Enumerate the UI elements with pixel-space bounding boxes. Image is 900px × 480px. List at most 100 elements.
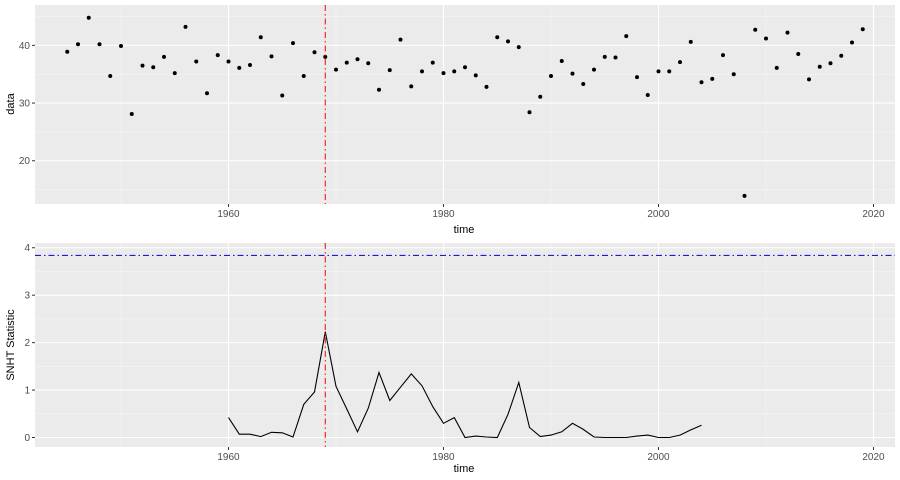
x-tick-label: 1980	[432, 452, 455, 463]
bottom-y-tick-labels: 0 1 2 3 4	[24, 243, 35, 444]
x-tick-label: 2020	[862, 452, 885, 463]
data-point	[807, 77, 811, 82]
bottom-x-tick-labels: 1960 1980 2000 2020	[217, 447, 885, 463]
data-point	[850, 40, 854, 45]
data-point	[613, 55, 618, 60]
data-point	[183, 24, 188, 29]
data-point	[215, 53, 220, 58]
data-point	[334, 67, 338, 72]
data-point	[420, 69, 424, 74]
data-point	[237, 65, 242, 70]
data-point	[76, 42, 80, 47]
data-point	[656, 69, 661, 74]
data-point	[248, 62, 252, 67]
bottom-series	[35, 243, 895, 447]
data-point	[269, 54, 274, 59]
snht-series-line	[228, 331, 702, 439]
data-point	[731, 72, 736, 77]
data-point	[452, 69, 457, 74]
data-point	[312, 50, 317, 55]
data-point	[721, 53, 725, 58]
top-x-tick-labels: 1960 1980 2000 2020	[217, 204, 885, 220]
data-point	[506, 39, 510, 44]
data-point	[258, 35, 263, 40]
data-point	[140, 63, 145, 68]
data-point	[538, 94, 543, 99]
x-tick-label: 1960	[217, 452, 240, 463]
data-point	[291, 41, 295, 46]
data-point	[65, 49, 70, 54]
y-tick-label: 3	[24, 291, 30, 302]
data-point	[226, 59, 231, 64]
data-point	[162, 54, 166, 59]
data-point	[194, 59, 199, 64]
data-point	[430, 60, 435, 65]
data-point	[710, 76, 715, 81]
data-point	[667, 69, 672, 74]
snht-line-panel: 0 1 2 3 4 1960 1980 2000 2020 time SNHT Statist…	[5, 243, 895, 475]
x-tick-label: 1960	[217, 209, 240, 220]
top-data-points	[65, 5, 865, 204]
data-point	[699, 80, 704, 85]
data-point	[409, 84, 414, 89]
data-point	[678, 60, 682, 65]
data-point	[86, 15, 91, 20]
bottom-y-axis-title: SNHT Statistic	[5, 309, 17, 381]
top-gridlines	[35, 5, 895, 204]
data-point	[635, 75, 639, 80]
y-tick-label: 40	[19, 41, 31, 52]
top-panel-background	[35, 5, 895, 204]
data-point	[441, 71, 446, 76]
data-point	[301, 73, 306, 78]
data-point	[172, 71, 177, 76]
data-point	[323, 54, 328, 59]
data-point	[366, 61, 371, 66]
data-point	[559, 58, 564, 63]
data-point	[839, 53, 844, 58]
data-point	[387, 68, 392, 73]
data-point	[570, 71, 575, 76]
data-point	[377, 87, 381, 92]
x-tick-label: 2000	[647, 209, 670, 220]
data-point	[592, 67, 596, 72]
y-tick-label: 1	[24, 386, 30, 397]
bottom-x-axis-title: time	[454, 463, 475, 475]
data-point	[581, 82, 586, 87]
y-tick-label: 4	[24, 243, 30, 254]
data-point	[205, 91, 209, 96]
data-point	[108, 73, 113, 78]
x-tick-label: 2000	[647, 452, 670, 463]
data-point	[398, 37, 403, 42]
data-point	[280, 93, 285, 98]
data-point	[473, 73, 478, 78]
data-point	[495, 35, 500, 40]
data-point	[119, 43, 123, 48]
data-point	[645, 92, 650, 97]
data-point	[602, 54, 607, 59]
data-point	[355, 57, 360, 62]
data-point	[742, 193, 747, 198]
top-y-axis-title: data	[5, 92, 17, 114]
data-point	[129, 112, 134, 117]
data-point	[688, 39, 693, 44]
data-point	[516, 45, 521, 50]
bottom-panel-background	[35, 243, 895, 447]
data-point	[484, 84, 489, 89]
data-point	[774, 65, 779, 70]
data-point	[817, 64, 822, 69]
top-x-axis-title: time	[454, 224, 475, 236]
data-point	[828, 61, 833, 66]
data-point	[764, 36, 768, 41]
data-point	[753, 27, 758, 32]
y-tick-label: 0	[24, 433, 30, 444]
data-scatter-panel: 20 30 40 1960 1980 2000 2020 time data	[5, 5, 895, 236]
bottom-gridlines	[35, 243, 895, 447]
data-point	[463, 65, 467, 70]
y-tick-label: 20	[19, 156, 31, 167]
y-tick-label: 30	[19, 99, 31, 110]
data-point	[785, 30, 790, 35]
x-tick-label: 1980	[432, 209, 455, 220]
y-tick-label: 2	[24, 338, 30, 349]
data-point	[549, 73, 553, 78]
x-tick-label: 2020	[862, 209, 885, 220]
